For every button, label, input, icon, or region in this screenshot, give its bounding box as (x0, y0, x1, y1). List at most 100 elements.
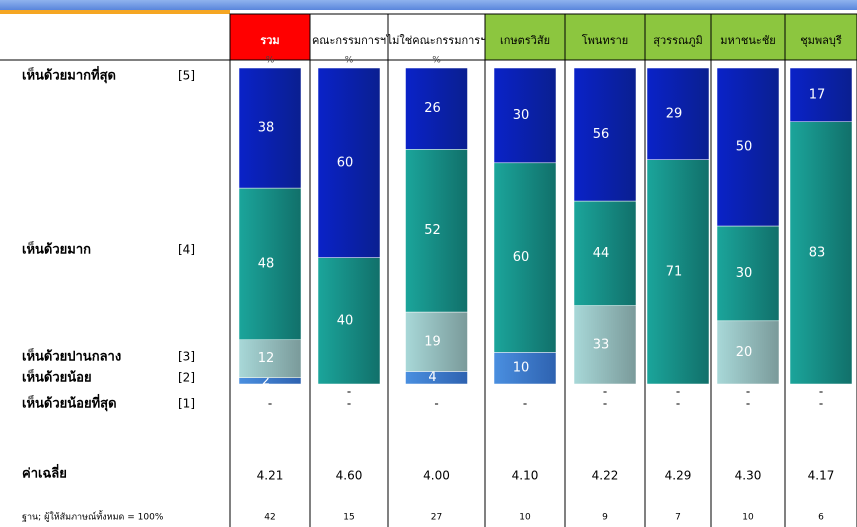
bar-segment-1-1 (317, 257, 381, 385)
bar-value-0-1: 48 (258, 256, 275, 271)
base-value-7: 6 (818, 513, 824, 523)
bar-segment-3-0 (493, 67, 557, 164)
zero-label-1-4: - (347, 397, 351, 411)
bar-segment-1-0 (317, 67, 381, 258)
zero-label-6-4: - (746, 397, 750, 411)
zero-label-4-4: - (603, 397, 607, 411)
bar-value-5-0: 29 (666, 106, 683, 121)
zero-label-3-4: - (523, 397, 527, 411)
row-label-3: เห็นด้วยน้อย (22, 368, 92, 386)
average-value-0: 4.21 (257, 469, 284, 483)
bar-value-2-0: 26 (424, 101, 441, 116)
base-value-6: 10 (742, 513, 754, 523)
category-label-0: รวม (260, 34, 279, 47)
average-value-3: 4.10 (512, 469, 539, 483)
bar-value-3-1: 60 (513, 250, 530, 265)
row-code-2: [3] (178, 350, 195, 364)
accent-strip (0, 10, 230, 14)
average-value-5: 4.29 (665, 469, 692, 483)
bar-value-4-2: 33 (593, 337, 610, 352)
bar-value-2-3: 4 (428, 370, 436, 385)
row-label-1: เห็นด้วยมาก (22, 240, 91, 258)
bar-segment-7-1 (789, 121, 853, 385)
zero-label-0-4: - (268, 397, 272, 411)
bar-value-4-1: 44 (593, 246, 610, 261)
bar-segment-6-0 (716, 67, 780, 227)
percent-marker-1: % (345, 56, 354, 66)
average-value-1: 4.60 (336, 469, 363, 483)
base-value-1: 15 (343, 513, 354, 523)
bar-value-2-2: 19 (424, 334, 441, 349)
bar-segment-5-0 (646, 67, 710, 160)
zero-label-7-3: - (819, 385, 823, 399)
average-value-2: 4.00 (423, 469, 450, 483)
column-header-7 (784, 13, 857, 61)
bar-segment-7-0 (789, 67, 853, 122)
bar-segment-0-0 (238, 67, 302, 189)
category-label-5: สุวรรณภูมิ (653, 34, 702, 47)
zero-label-6-3: - (746, 385, 750, 399)
average-label: ค่าเฉลี่ย (22, 464, 67, 482)
zero-label-7-4: - (819, 397, 823, 411)
bar-segment-0-2 (238, 339, 302, 378)
base-value-2: 27 (431, 513, 442, 523)
bar-value-3-0: 30 (513, 108, 530, 123)
zero-label-4-3: - (603, 385, 607, 399)
zero-label-5-4: - (676, 397, 680, 411)
bar-segment-0-1 (238, 187, 302, 341)
zero-label-2-4: - (434, 397, 438, 411)
category-label-2: ไม่ใช่คณะกรรมการฯ (386, 34, 487, 47)
bar-segment-2-0 (405, 67, 468, 150)
category-label-4: โพนทราย (582, 33, 628, 47)
base-value-4: 9 (602, 513, 608, 523)
row-code-4: [1] (178, 397, 195, 411)
row-code-0: [5] (178, 69, 195, 83)
category-label-1: คณะกรรมการฯ (312, 34, 386, 47)
column-header-4 (564, 13, 646, 61)
category-label-7: ชุมพลบุรี (800, 34, 842, 47)
bar-segment-5-1 (646, 159, 710, 385)
bar-value-7-0: 17 (809, 87, 826, 102)
bar-segment-2-1 (405, 149, 468, 313)
base-value-3: 10 (519, 513, 531, 523)
column-header-5 (644, 13, 712, 61)
percent-marker-0: % (266, 56, 275, 66)
bar-value-0-3: 2 (262, 373, 270, 388)
bar-value-1-0: 60 (337, 155, 354, 170)
base-label: ฐาน; ผู้ให้สัมภาษณ์ทั้งหมด = 100% (22, 510, 164, 523)
bar-value-4-0: 56 (593, 127, 610, 142)
bar-segment-6-2 (716, 320, 780, 385)
average-value-4: 4.22 (592, 469, 619, 483)
bar-segment-3-1 (493, 162, 557, 353)
bar-segment-4-2 (573, 305, 637, 385)
average-value-7: 4.17 (808, 469, 835, 483)
bar-value-1-1: 40 (337, 313, 354, 328)
bar-value-3-3: 10 (513, 361, 530, 376)
bar-segment-4-0 (573, 67, 637, 202)
bar-segment-6-1 (716, 225, 780, 322)
bar-value-5-1: 71 (666, 264, 683, 279)
base-value-0: 42 (264, 513, 275, 523)
bar-value-0-0: 38 (258, 121, 275, 136)
bar-value-2-1: 52 (424, 223, 441, 238)
base-value-5: 7 (675, 513, 681, 523)
row-code-3: [2] (178, 371, 195, 385)
column-header-6 (710, 13, 786, 61)
top-bar (0, 0, 857, 10)
percent-marker-2: % (432, 56, 441, 66)
bar-segment-4-1 (573, 200, 637, 306)
category-label-3: เกษตรวิสัย (500, 34, 550, 47)
bar-value-0-2: 12 (258, 351, 275, 366)
row-label-2: เห็นด้วยปานกลาง (22, 347, 121, 365)
average-value-6: 4.30 (735, 469, 762, 483)
zero-label-1-3: - (347, 385, 351, 399)
row-label-4: เห็นด้วยน้อยที่สุด (22, 394, 117, 412)
bar-value-7-1: 83 (809, 245, 826, 260)
zero-label-5-3: - (676, 385, 680, 399)
column-header-1 (309, 13, 389, 61)
row-label-0: เห็นด้วยมากที่สุด (22, 66, 116, 84)
row-code-1: [4] (178, 243, 195, 257)
bar-value-6-1: 30 (736, 266, 753, 281)
category-label-6: มหาชนะชัย (720, 34, 775, 47)
